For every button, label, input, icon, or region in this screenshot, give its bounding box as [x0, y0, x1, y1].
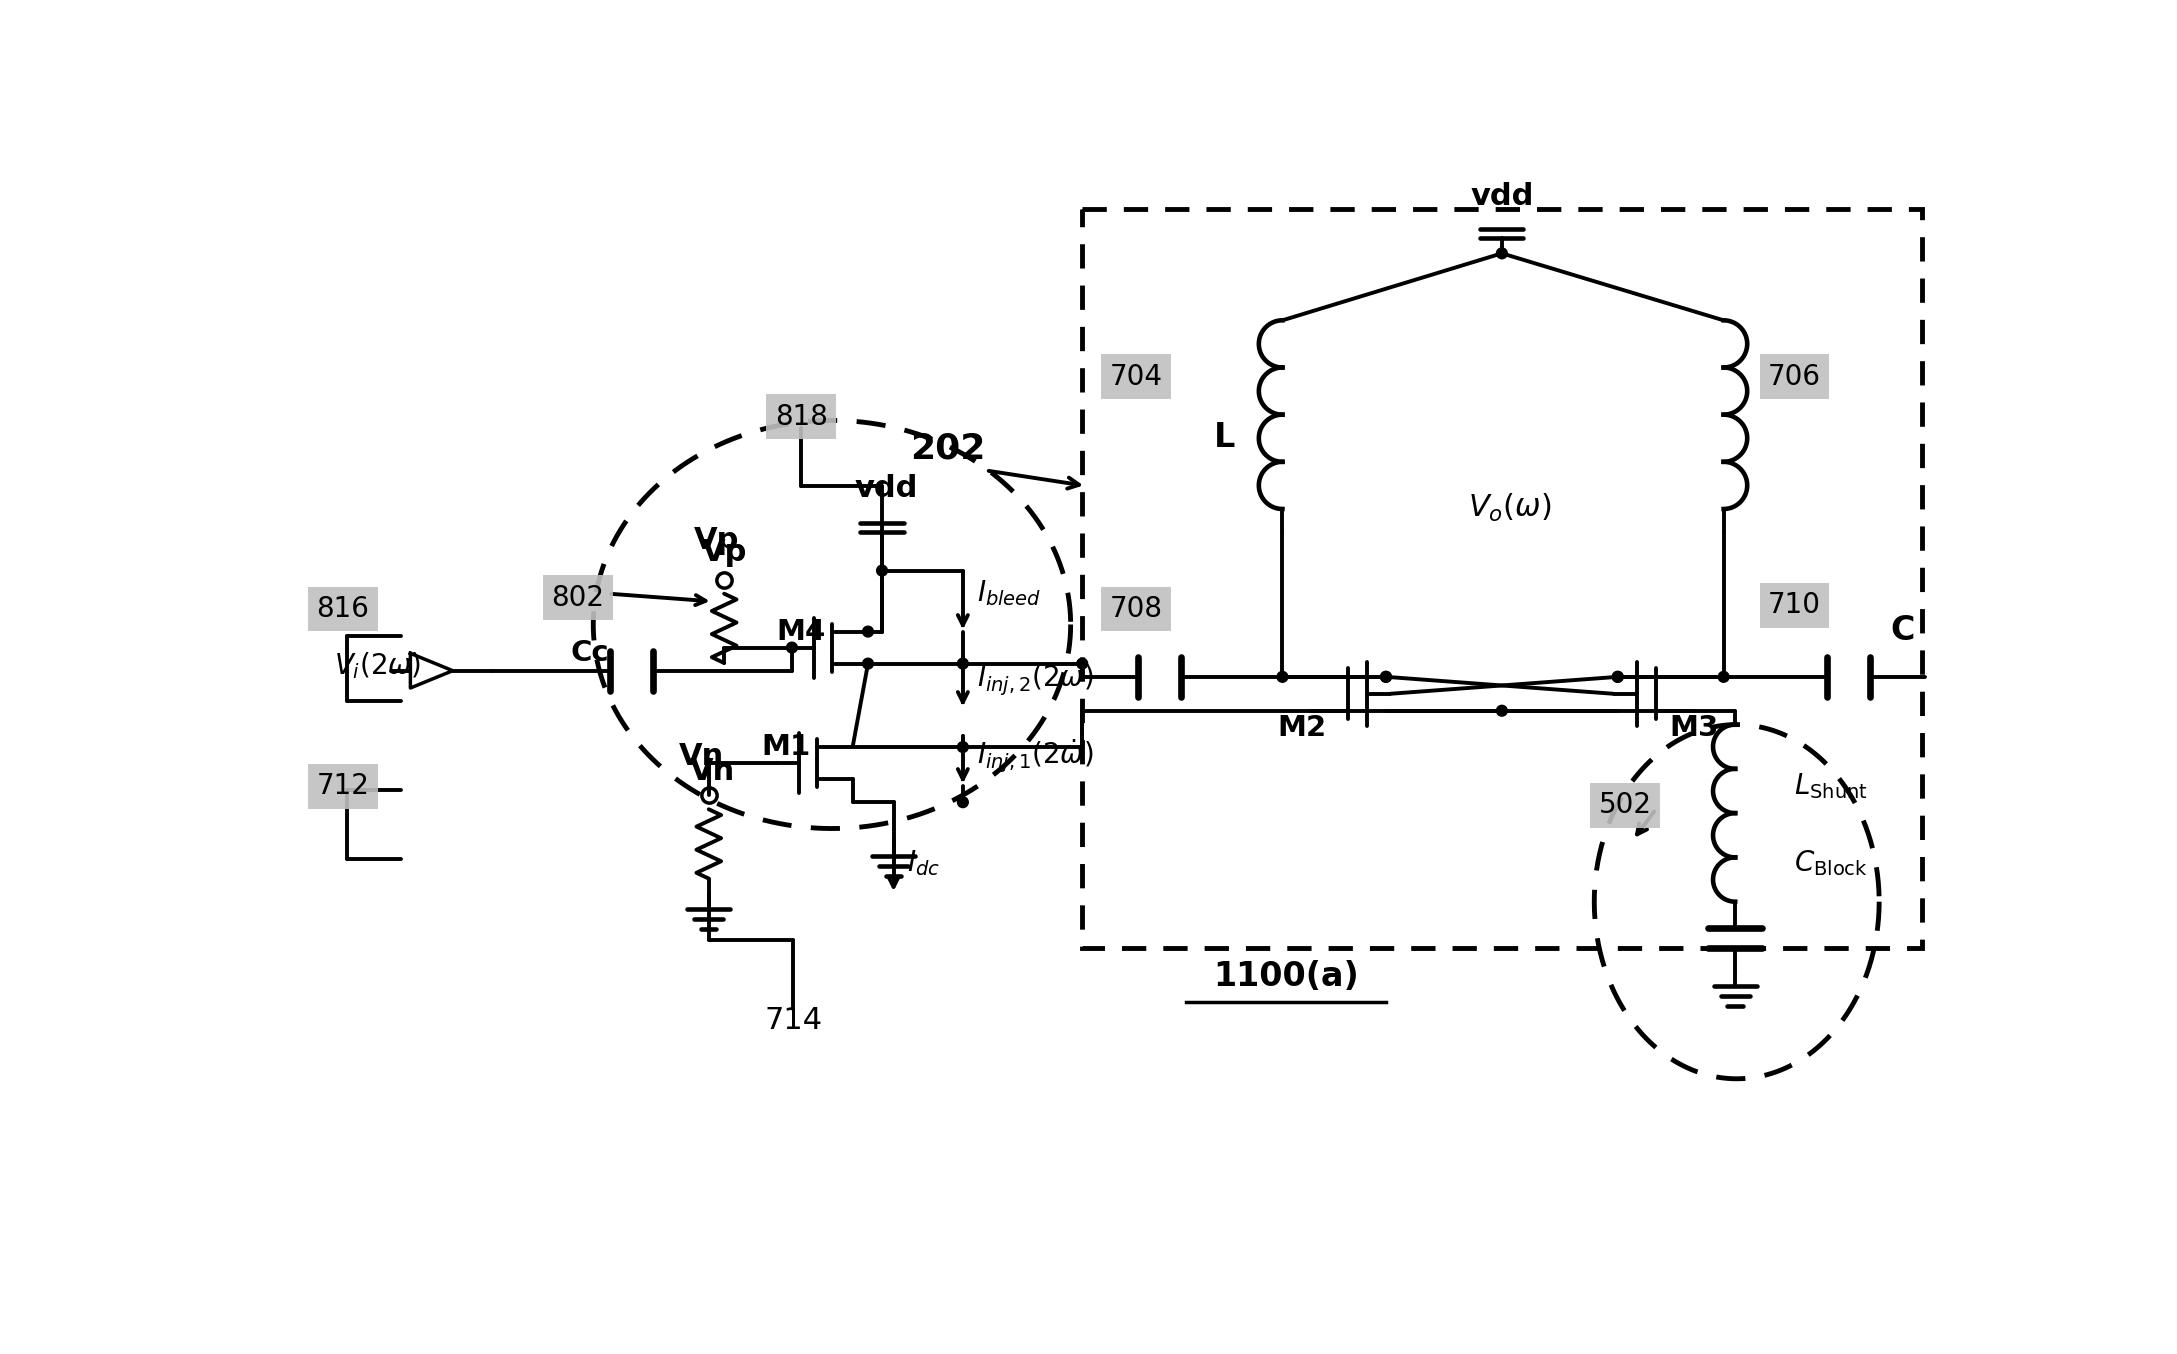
Circle shape [1380, 672, 1391, 682]
Text: vdd: vdd [1469, 181, 1533, 211]
Text: $V_i(2\omega)$: $V_i(2\omega)$ [333, 650, 422, 681]
Circle shape [862, 658, 873, 669]
Text: 816: 816 [316, 594, 370, 623]
Text: L: L [1215, 421, 1234, 455]
Text: $I_{dc}$: $I_{dc}$ [908, 848, 940, 877]
Circle shape [1380, 672, 1391, 682]
Text: $V_o(\omega)$: $V_o(\omega)$ [1467, 492, 1552, 524]
Circle shape [1613, 672, 1624, 682]
Text: C: C [1890, 613, 1914, 647]
Text: 710: 710 [1768, 592, 1820, 619]
Circle shape [1078, 658, 1088, 669]
Text: M3: M3 [1670, 714, 1720, 742]
Circle shape [877, 565, 888, 575]
Circle shape [958, 658, 969, 669]
Text: 704: 704 [1110, 363, 1163, 390]
Text: $I_{bleed}$: $I_{bleed}$ [977, 578, 1041, 608]
Text: M4: M4 [777, 617, 825, 646]
Text: $C_{\mathrm{Block}}$: $C_{\mathrm{Block}}$ [1794, 848, 1868, 877]
Text: $I_{inj,1}(2\dot\omega)$: $I_{inj,1}(2\dot\omega)$ [977, 738, 1093, 776]
Text: 502: 502 [1598, 792, 1652, 819]
Circle shape [1496, 705, 1506, 716]
Circle shape [1278, 672, 1289, 682]
Text: Vp: Vp [701, 539, 747, 567]
Text: $I_{inj,2}(2\dot\omega)$: $I_{inj,2}(2\dot\omega)$ [977, 661, 1093, 699]
Text: Vn: Vn [690, 757, 736, 787]
Circle shape [1613, 672, 1624, 682]
Text: 712: 712 [316, 772, 370, 800]
Circle shape [786, 642, 797, 653]
Circle shape [958, 796, 969, 807]
Text: $L_{\mathrm{Shunt}}$: $L_{\mathrm{Shunt}}$ [1794, 770, 1868, 800]
Circle shape [1496, 248, 1506, 259]
Circle shape [958, 742, 969, 753]
Text: Vp: Vp [694, 525, 740, 555]
Text: 706: 706 [1768, 363, 1820, 390]
Circle shape [862, 626, 873, 636]
Bar [1082, 209, 1922, 948]
Text: 714: 714 [764, 1006, 823, 1034]
Text: Cc: Cc [570, 639, 610, 668]
Circle shape [1718, 672, 1729, 682]
Text: M1: M1 [762, 734, 810, 761]
Text: 802: 802 [551, 584, 605, 612]
Text: 708: 708 [1110, 594, 1163, 623]
Text: 818: 818 [775, 402, 827, 431]
Polygon shape [411, 654, 453, 688]
Text: 1100(a): 1100(a) [1213, 960, 1358, 994]
Text: Vn: Vn [679, 742, 723, 770]
Text: vdd: vdd [853, 474, 917, 502]
Text: M2: M2 [1278, 714, 1326, 742]
Text: 202: 202 [910, 432, 986, 466]
